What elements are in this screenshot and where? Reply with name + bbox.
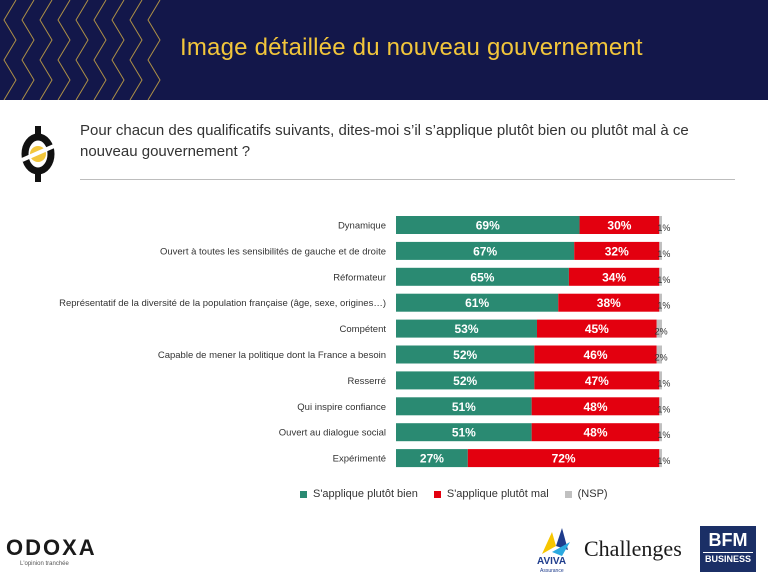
data-label: 51% (452, 400, 476, 414)
header-banner: Image détaillée du nouveau gouvernement (0, 0, 768, 100)
data-label: 1% (657, 249, 670, 259)
data-label: 1% (657, 404, 670, 414)
bar-segment-bien (396, 423, 532, 442)
data-label: 1% (657, 301, 670, 311)
category-label: Compétent (340, 324, 387, 335)
data-label: 45% (585, 322, 609, 336)
data-label: 47% (585, 374, 609, 388)
bar-segment-mal (531, 397, 660, 416)
odoxa-tagline: L'opinion tranchée (20, 561, 69, 567)
category-label: Capable de mener la politique dont la Fr… (158, 350, 386, 361)
bar-segment-bien (396, 241, 575, 260)
bar-segment-bien (396, 216, 580, 234)
legend-item-mal: S'applique plutôt mal (433, 488, 549, 500)
data-label: 51% (452, 426, 476, 440)
data-label: 1% (657, 223, 670, 233)
legend-label-bien: S'applique plutôt bien (313, 488, 418, 500)
legend-label-nsp: (NSP) (577, 488, 608, 500)
data-label: 72% (552, 452, 576, 466)
bar-segment-mal (536, 319, 657, 338)
data-label: 46% (583, 348, 607, 362)
data-label: 48% (583, 426, 607, 440)
data-label: 2% (655, 327, 668, 337)
bar-segment-mal (467, 449, 660, 468)
bar-segment-nsp (659, 449, 662, 468)
category-label: Représentatif de la diversité de la popu… (59, 298, 386, 309)
legend-swatch-nsp (564, 490, 572, 498)
chart-legend: S'applique plutôt bien S'applique plutôt… (300, 488, 624, 500)
bar-segment-mal (579, 216, 660, 234)
bar-segment-mal (568, 267, 660, 286)
aviva-bird-icon (542, 528, 570, 556)
bar-segment-mal (558, 293, 660, 312)
category-label: Dynamique (338, 221, 386, 232)
aviva-subtitle: Assurance (540, 568, 564, 574)
data-label: 61% (465, 296, 489, 310)
bar-segment-bien (396, 319, 537, 338)
separator-line (80, 179, 735, 180)
bfm-logo-bottom: BUSINESS (703, 552, 753, 564)
bar-segment-nsp (659, 267, 662, 286)
odoxa-logo: ODOXA (6, 535, 97, 560)
bar-segment-nsp (659, 423, 662, 442)
stacked-bar-chart: Dynamique 69% 30% 1% Ouvert à toutes les sen… (59, 216, 670, 468)
bar-segment-nsp (656, 345, 662, 364)
data-label: 30% (607, 219, 631, 233)
bar-segment-bien (396, 397, 532, 416)
data-label: 2% (655, 353, 668, 363)
data-label: 69% (476, 219, 500, 233)
data-label: 52% (453, 374, 477, 388)
bar-segment-bien (396, 345, 535, 364)
bar-segment-nsp (659, 371, 662, 390)
data-label: 52% (453, 348, 477, 362)
data-label: 27% (420, 452, 444, 466)
legend-swatch-bien (300, 490, 307, 498)
bar-segment-nsp (659, 397, 662, 416)
data-label: 32% (605, 244, 629, 258)
bar-segment-nsp (659, 216, 662, 234)
data-label: 1% (657, 378, 670, 388)
category-label: Réformateur (333, 272, 386, 283)
bar-segment-bien (396, 267, 569, 286)
legend-swatch-mal (433, 490, 441, 498)
page-title: Image détaillée du nouveau gouvernement (180, 34, 643, 61)
data-label: 1% (657, 456, 670, 466)
footer: ODOXA L'opinion tranchée AVIVA Assurance… (0, 520, 768, 576)
data-label: 34% (602, 270, 626, 284)
bar-segment-nsp (656, 319, 662, 338)
bar-segment-nsp (659, 293, 662, 312)
category-label: Qui inspire confiance (297, 402, 386, 413)
category-label: Resserré (347, 376, 386, 387)
bar-segment-mal (574, 241, 660, 260)
data-label: 38% (597, 296, 621, 310)
bar-segment-mal (531, 423, 660, 442)
chevron-pattern-decoration (3, 0, 161, 100)
aviva-logo: AVIVA (537, 556, 567, 567)
bar-segment-nsp (659, 241, 662, 260)
bar-segment-bien (396, 293, 559, 312)
category-label: Expérimenté (333, 454, 386, 465)
challenges-logo: Challenges (584, 536, 682, 561)
bar-segment-bien (396, 449, 468, 468)
bar-segment-mal (534, 371, 660, 390)
data-label: 1% (657, 430, 670, 440)
bar-segment-mal (534, 345, 657, 364)
data-label: 1% (657, 275, 670, 285)
bfm-logo-top: BFM (708, 530, 748, 550)
legend-label-mal: S'applique plutôt mal (446, 488, 549, 500)
category-label: Ouvert au dialogue social (279, 428, 386, 439)
data-label: 48% (583, 400, 607, 414)
legend-item-nsp: (NSP) (564, 488, 608, 500)
data-label: 67% (473, 244, 497, 258)
survey-question: Pour chacun des qualificatifs suivants, … (80, 122, 689, 160)
data-label: 53% (454, 322, 478, 336)
category-label: Ouvert à toutes les sensibilités de gauc… (160, 246, 386, 257)
bfm-business-logo: BFM BUSINESS (700, 526, 756, 572)
data-label: 65% (470, 270, 494, 284)
odoxa-mark-icon (21, 126, 55, 182)
bar-segment-bien (396, 371, 535, 390)
legend-item-bien: S'applique plutôt bien (300, 488, 418, 500)
